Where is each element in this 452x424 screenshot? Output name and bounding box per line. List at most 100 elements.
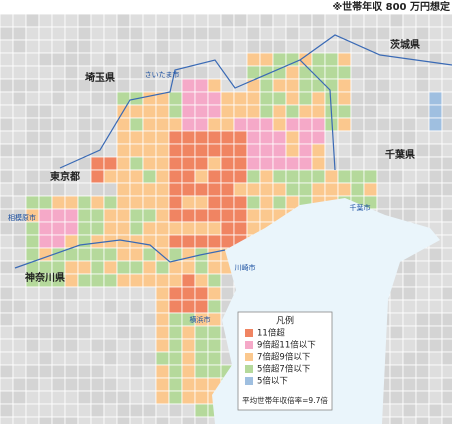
map-cell [116, 117, 131, 132]
map-cell [12, 104, 27, 119]
prefecture-label: 埼玉県 [85, 71, 115, 84]
map-cell [103, 208, 118, 223]
map-cell [12, 416, 27, 424]
map-cell [350, 26, 365, 41]
map-cell [129, 416, 144, 424]
map-cell [441, 130, 452, 145]
map-cell [168, 260, 183, 275]
map-cell [194, 156, 209, 171]
map-cell [64, 377, 79, 392]
map-cell [38, 26, 53, 41]
map-cell [246, 182, 261, 197]
map-cell [12, 26, 27, 41]
map-cell [116, 247, 131, 262]
map-cell [129, 117, 144, 132]
map-cell [181, 260, 196, 275]
map-cell [77, 260, 92, 275]
map-cell [350, 78, 365, 93]
map-cell [64, 143, 79, 158]
map-cell [363, 52, 378, 67]
map-cell [376, 182, 391, 197]
legend-swatch [245, 353, 253, 361]
map-cell [12, 117, 27, 132]
map-cell [77, 390, 92, 405]
map-cell [233, 169, 248, 184]
map-cell [220, 52, 235, 67]
map-cell [64, 325, 79, 340]
map-cell [272, 104, 287, 119]
map-cell [142, 143, 157, 158]
map-cell [259, 91, 274, 106]
map-cell [207, 364, 222, 379]
map-cell [12, 195, 27, 210]
map-cell [38, 156, 53, 171]
map-cell [415, 65, 430, 80]
map-cell [194, 390, 209, 405]
city-label: 横浜市 [190, 315, 211, 324]
map-cell [90, 260, 105, 275]
map-cell [64, 416, 79, 424]
map-cell [103, 364, 118, 379]
map-cell [181, 169, 196, 184]
map-cell [103, 273, 118, 288]
map-cell [402, 325, 417, 340]
map-cell [51, 338, 66, 353]
map-cell [337, 39, 352, 54]
map-cell [220, 182, 235, 197]
map-cell [129, 247, 144, 262]
map-cell [194, 260, 209, 275]
map-cell [64, 312, 79, 327]
map-cell [25, 169, 40, 184]
map-cell [116, 338, 131, 353]
map-cell [103, 377, 118, 392]
map-cell [428, 377, 443, 392]
map-cell [116, 416, 131, 424]
map-cell [441, 117, 452, 132]
map-cell [181, 208, 196, 223]
map-cell [428, 182, 443, 197]
map-cell [103, 52, 118, 67]
map-cell [25, 52, 40, 67]
map-cell [220, 91, 235, 106]
map-cell [77, 403, 92, 418]
map-cell [194, 286, 209, 301]
map-cell [168, 52, 183, 67]
map-cell [25, 234, 40, 249]
map-cell [103, 182, 118, 197]
map-cell [64, 286, 79, 301]
map-cell [259, 182, 274, 197]
map-cell [337, 104, 352, 119]
map-cell [12, 390, 27, 405]
map-cell [103, 403, 118, 418]
map-cell [402, 273, 417, 288]
map-cell [64, 403, 79, 418]
map-cell [155, 221, 170, 236]
map-cell [233, 143, 248, 158]
map-cell [77, 130, 92, 145]
map-cell [0, 312, 14, 327]
map-cell [233, 26, 248, 41]
map-cell [298, 156, 313, 171]
map-cell [415, 26, 430, 41]
map-cell [90, 234, 105, 249]
map-cell [285, 65, 300, 80]
map-cell [415, 338, 430, 353]
map-cell [285, 156, 300, 171]
map-cell [402, 78, 417, 93]
map-cell [441, 338, 452, 353]
map-cell [103, 260, 118, 275]
map-cell [402, 377, 417, 392]
map-cell [0, 52, 14, 67]
map-cell [220, 208, 235, 223]
map-cell [38, 91, 53, 106]
map-cell [77, 13, 92, 28]
map-cell [155, 325, 170, 340]
map-cell [168, 234, 183, 249]
map-cell [103, 91, 118, 106]
map-cell [415, 273, 430, 288]
map-cell [64, 299, 79, 314]
map-cell [363, 65, 378, 80]
map-cell [324, 156, 339, 171]
map-cell [324, 91, 339, 106]
map-cell [259, 117, 274, 132]
